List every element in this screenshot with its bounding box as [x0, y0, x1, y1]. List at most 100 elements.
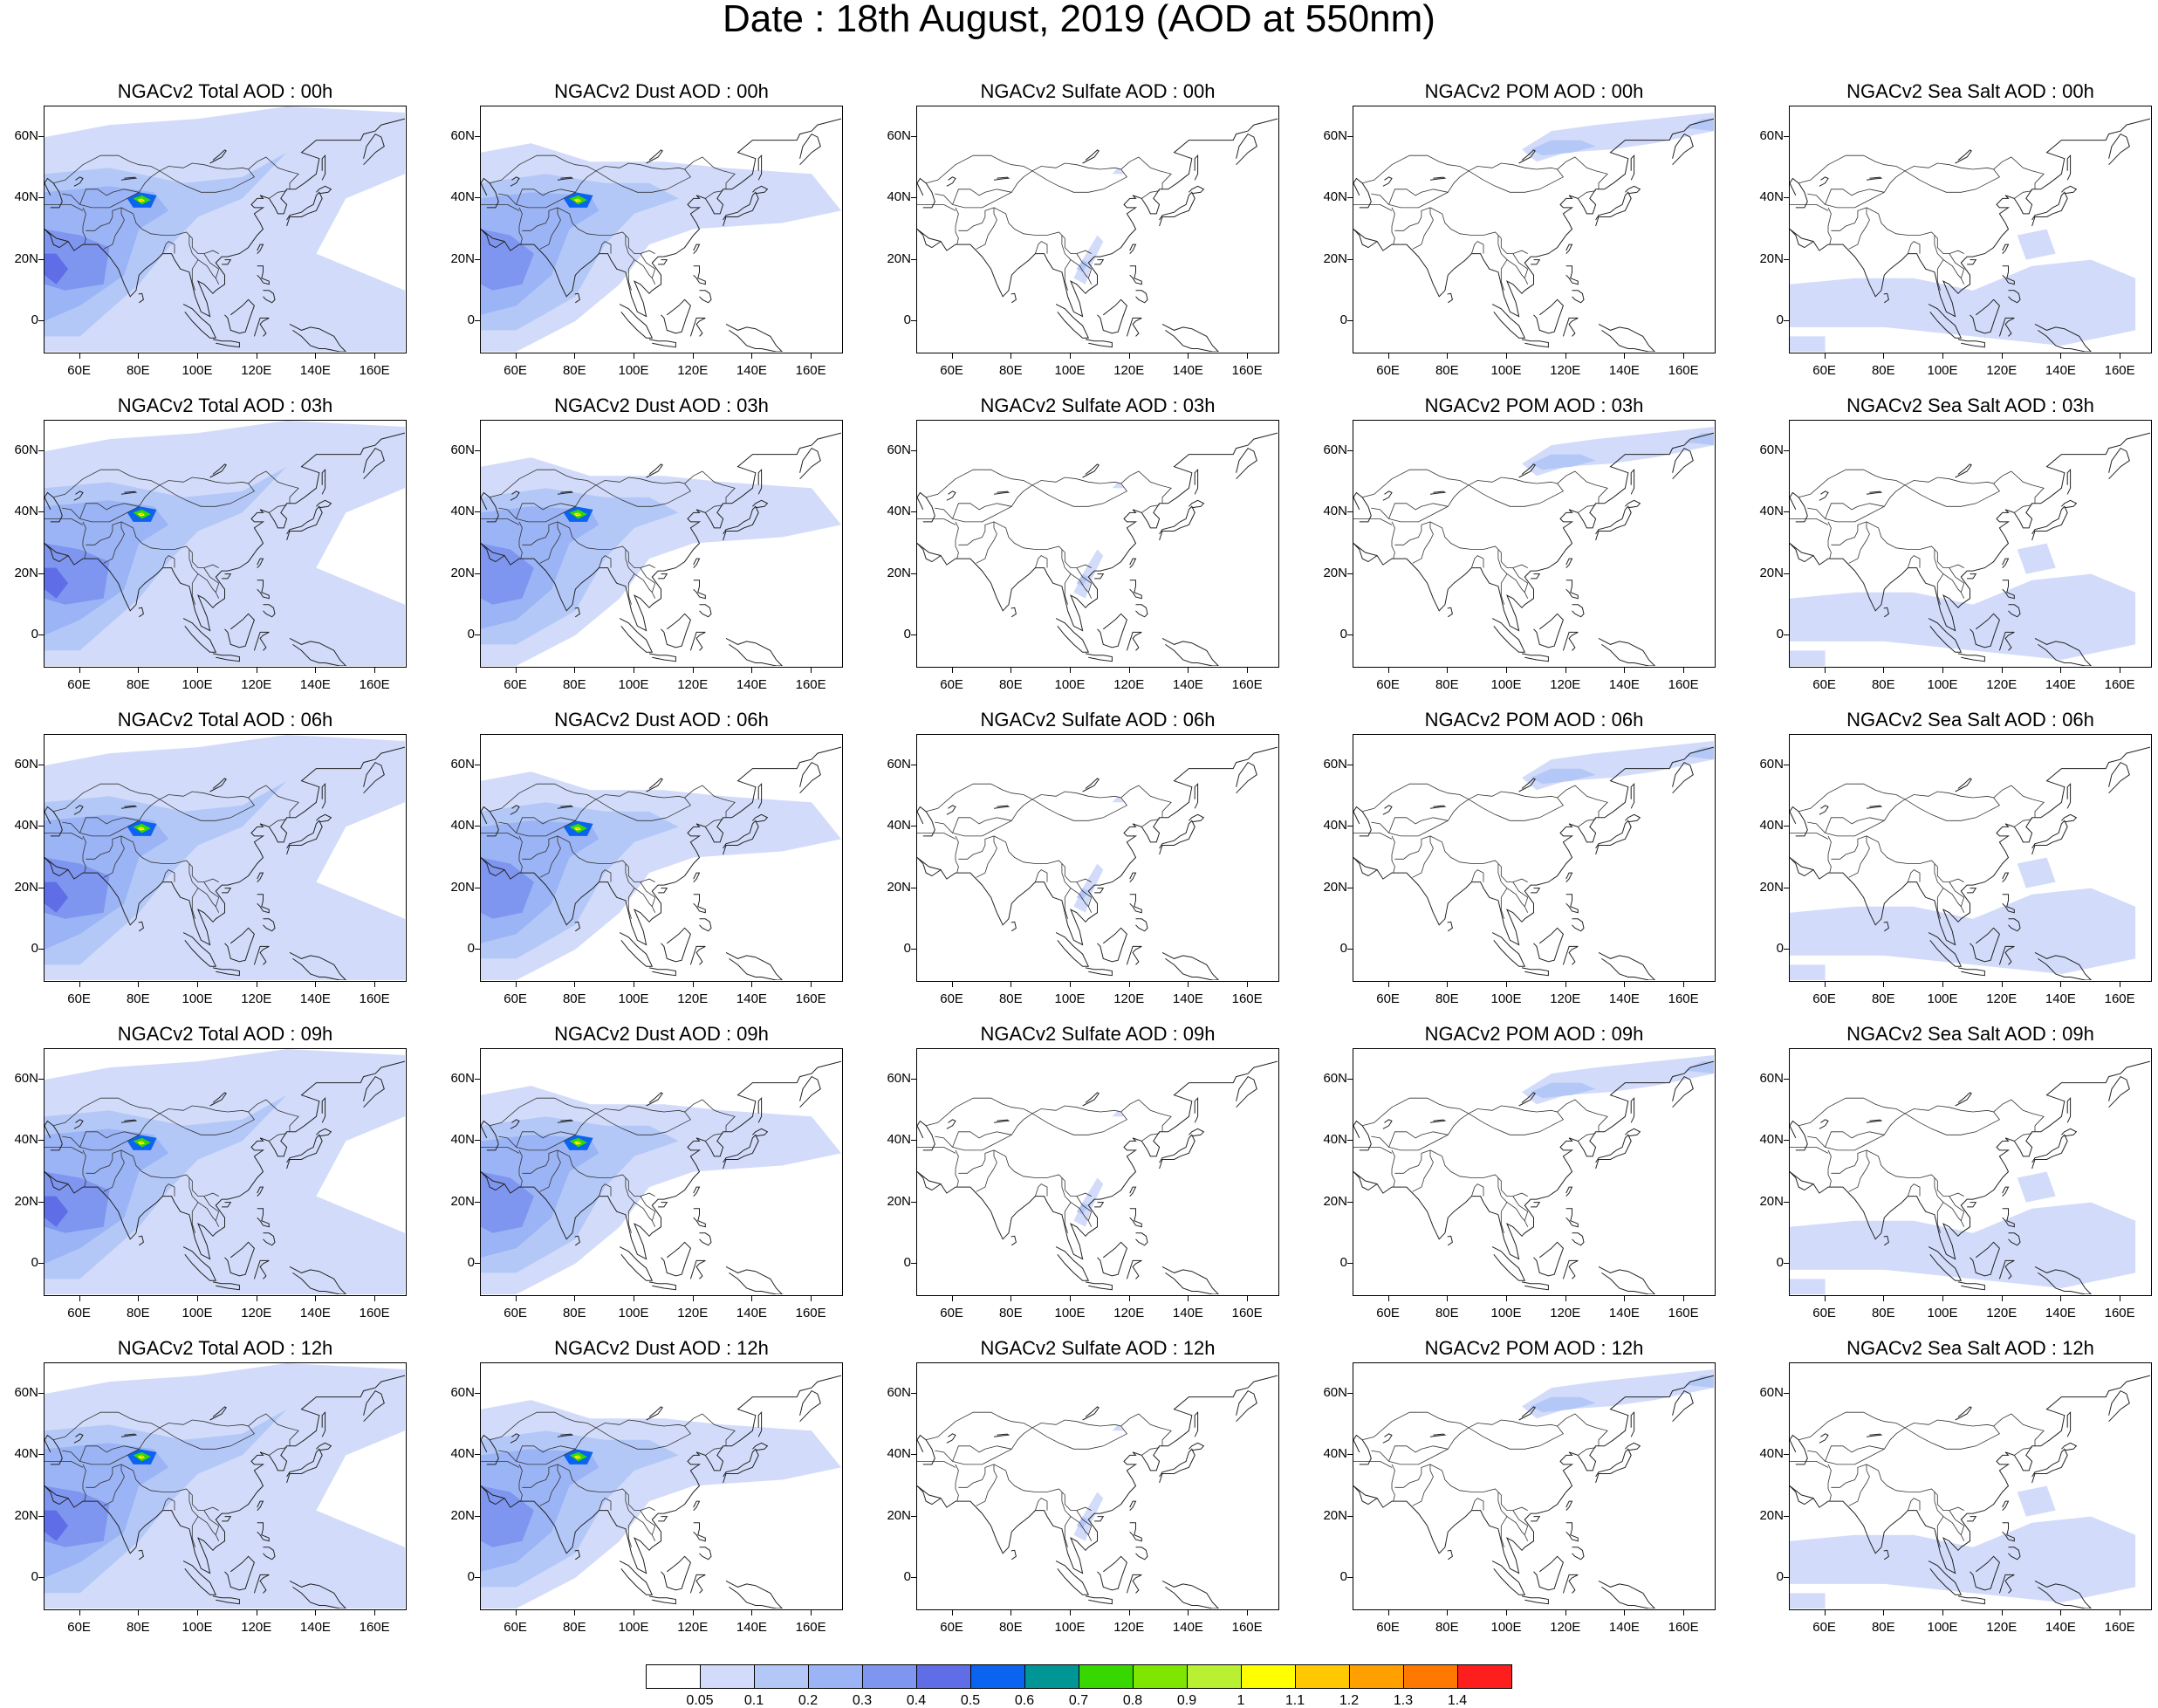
lon-tick: [1447, 1610, 1449, 1615]
country-border: [993, 156, 1172, 202]
coastline: [1236, 133, 1257, 166]
lat-tick-label: 60N: [887, 1071, 911, 1087]
coastline: [1161, 637, 1219, 666]
coastline: [2031, 1448, 2068, 1484]
lon-tick: [1565, 353, 1566, 359]
coastline: [1998, 1574, 2015, 1594]
lat-tick-label: 0: [1776, 1254, 1784, 1270]
lon-tick-label: 160E: [359, 363, 390, 378]
coastline: [1531, 1516, 1541, 1522]
panel-title: NGACv2 Sea Salt AOD : 12h: [1846, 1337, 2094, 1359]
map-panel: NGACv2 Sea Salt AOD : 12h 60N 40N 20N 0 60E 80…: [1745, 1338, 2158, 1657]
country-border: [82, 1149, 86, 1188]
country-border: [62, 1135, 122, 1151]
colorbar-label: 1.3: [1393, 1693, 1414, 1708]
country-border: [557, 1464, 655, 1511]
country-border: [162, 555, 175, 568]
coastline: [693, 558, 701, 568]
country-border: [197, 259, 220, 285]
country-border: [1908, 869, 1921, 882]
lat-tick: [475, 450, 480, 452]
lat-tick: [1347, 197, 1353, 199]
coastline: [289, 637, 346, 666]
country-border: [269, 504, 287, 513]
lat-tick: [1784, 319, 1789, 321]
coastline: [45, 432, 405, 632]
country-border: [1468, 483, 1565, 507]
coastline: [1531, 573, 1541, 580]
lat-tick-label: 20N: [14, 565, 38, 580]
country-border: [1429, 207, 1528, 254]
lon-tick: [1387, 982, 1389, 987]
coastline: [1883, 607, 1889, 618]
lon-tick-label: 60E: [940, 991, 963, 1006]
coastline: [1194, 1096, 1199, 1123]
coastline: [1598, 637, 1655, 666]
coastline: [120, 805, 138, 809]
lat-tick: [911, 826, 916, 827]
country-border: [159, 168, 256, 193]
lon-tick: [374, 1610, 376, 1615]
lon-tick: [2001, 668, 2003, 673]
lat-tick: [1347, 634, 1353, 635]
coastline: [1928, 932, 1963, 967]
coastline: [917, 857, 942, 877]
coastline: [510, 176, 520, 187]
country-border: [1141, 819, 1160, 827]
coastline: [917, 1171, 942, 1191]
coastline: [646, 778, 663, 792]
country-border: [1035, 869, 1048, 882]
country-border: [993, 521, 1092, 568]
country-border: [1866, 470, 2045, 517]
country-border: [926, 154, 1033, 184]
lat-tick-label: 20N: [1323, 879, 1347, 895]
coastline: [1565, 1186, 1573, 1197]
lat-tick: [1347, 1201, 1353, 1203]
lon-tick-label: 140E: [1608, 1620, 1640, 1635]
map-frame: [1353, 1048, 1716, 1296]
coastline: [182, 618, 217, 653]
coastline: [799, 761, 821, 794]
coastline: [557, 1433, 574, 1437]
coastline: [1189, 499, 1205, 509]
coastline: [917, 1120, 935, 1151]
coastline: [138, 1235, 144, 1246]
coastline: [1562, 317, 1579, 337]
lon-tick: [374, 353, 376, 359]
aod-shading-level-1: [45, 1049, 405, 1294]
coastline: [1967, 1202, 1977, 1208]
lon-tick-label: 60E: [1812, 363, 1836, 378]
lat-tick-label: 40N: [1759, 818, 1784, 833]
coastline: [1129, 1500, 1137, 1511]
aod-map-canvas: [1353, 113, 1714, 352]
country-border: [1031, 168, 1128, 193]
lat-tick-label: 60N: [14, 442, 38, 458]
aod-shading-level-2: [1684, 119, 1714, 132]
country-border: [1429, 1149, 1528, 1197]
coastline: [1630, 1096, 1635, 1123]
coastline: [209, 1092, 227, 1107]
country-border: [1061, 1177, 1072, 1233]
coastline: [1491, 1561, 1526, 1595]
coastline: [481, 1485, 505, 1506]
panel-title: NGACv2 Sulfate AOD : 03h: [980, 394, 1216, 416]
lon-tick: [1883, 668, 1885, 673]
lat-tick-label: 0: [467, 626, 475, 641]
country-border: [958, 521, 995, 545]
coastline: [1382, 805, 1393, 815]
lon-tick-label: 120E: [1550, 677, 1581, 692]
lon-tick: [692, 982, 694, 987]
lon-tick: [1942, 982, 1944, 987]
map-frame: [1789, 106, 2152, 353]
lon-tick-label: 100E: [182, 1306, 213, 1320]
lon-tick: [79, 1610, 80, 1615]
lat-tick-label: 0: [1339, 1568, 1347, 1584]
coastline: [1790, 1485, 1814, 1506]
country-border: [1827, 835, 1832, 874]
country-border: [522, 835, 558, 860]
coastline: [1353, 1485, 1378, 1506]
coastline: [1521, 1281, 1549, 1291]
lon-tick: [515, 668, 517, 673]
lon-tick-label: 140E: [2045, 1620, 2076, 1635]
country-border: [1512, 253, 1529, 278]
